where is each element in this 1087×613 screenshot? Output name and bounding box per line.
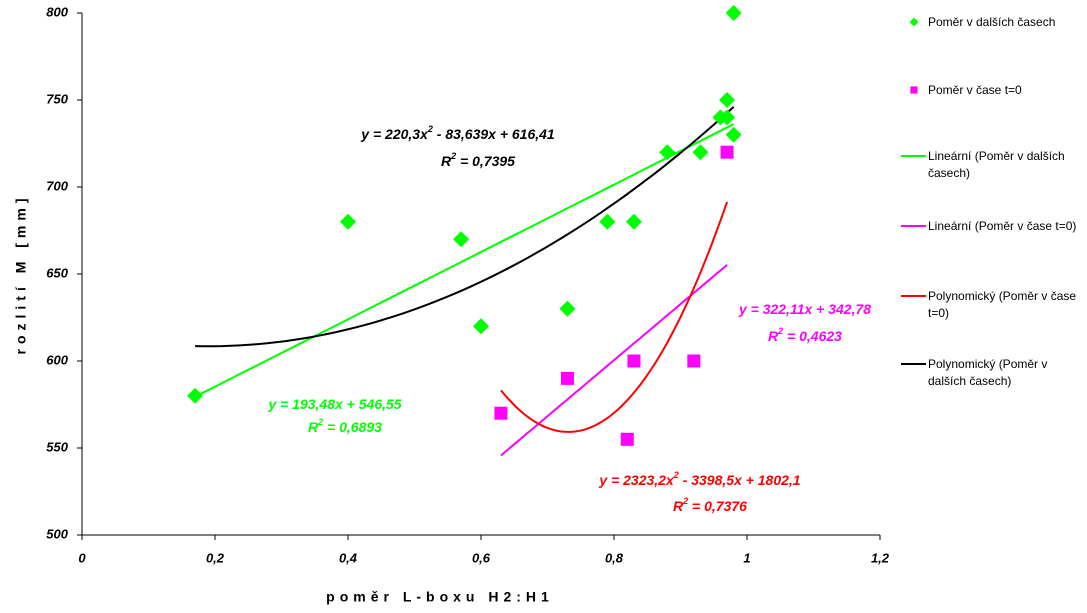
legend-label: Polynomický (Poměr v čase t=0) [928,289,1077,320]
equation-part: y = 322,11x + 342,78 [738,301,871,317]
r-squared-part: 2 [450,151,456,161]
r-squared-part: R [441,153,452,169]
equation-part: y = 193,48x + 546,55 [267,396,401,412]
trendline [194,123,735,398]
legend-label: Polynomický (Poměr v dalších časech) [928,357,1048,388]
r-squared-part: R [768,328,779,344]
x-tick-label: 1 [743,550,750,565]
point [720,145,734,159]
x-tick-label: 0 [78,550,86,565]
x-axis-title: poměr L-boxu H2:H1 [326,589,554,605]
legend-label: Lineární (Poměr v dalších časech) [928,149,1065,180]
point [719,109,736,126]
r-squared-part: 2 [777,326,783,336]
y-tick-label: 750 [46,91,68,106]
trendline [500,201,729,433]
point [719,92,736,108]
r-squared-part: = 0,7395 [456,153,515,169]
x-tick-label: 0,2 [206,550,225,565]
equation-part: - 3398,5x + 1802,1 [679,472,801,488]
r-squared-part: = 0,6893 [323,419,382,435]
y-tick-label: 600 [46,352,68,367]
x-tick-label: 0,8 [605,550,624,565]
point [494,406,508,420]
r-squared-part: = 0,7376 [688,498,747,514]
x-tick-label: 1,2 [871,550,890,565]
y-axis-title: rozlití M [mm] [13,194,29,355]
point [725,126,742,143]
y-tick-label: 800 [46,4,68,19]
y-tick-label: 500 [46,526,68,541]
y-tick-label: 700 [46,178,68,193]
trendline [195,106,735,348]
x-tick-label: 0,4 [339,550,358,565]
y-tick-label: 650 [46,265,68,280]
equation: y = 220,3x2 - 83,639x + 616,41 [360,124,555,141]
x-tick-label: 0,6 [472,550,491,565]
r-squared-part: 2 [682,496,688,506]
equation-part: 2 [673,470,679,480]
equation: y = 2323,2x2 - 3398,5x + 1802,1 [598,470,800,487]
point [473,318,489,335]
legend-marker [910,86,918,94]
legend-label: Poměr v čase t=0 [928,83,1022,97]
r-squared: R2 = 0,7395 [441,151,515,168]
legend-label: Poměr v dalších časech [928,15,1056,29]
r-squared-part: 2 [317,417,323,427]
point [687,354,701,368]
point [453,231,470,248]
point [560,371,574,385]
legend-marker [909,17,919,27]
point [725,5,742,21]
point [659,144,676,161]
equation-part: 2 [427,124,433,134]
equation: y = 193,48x + 546,55 [267,396,401,412]
equation-part: y = 2323,2x [598,472,675,488]
point [627,354,641,368]
r-squared-part: = 0,4623 [783,328,842,344]
point [692,144,709,161]
point [559,300,576,317]
point [187,387,204,404]
point [625,213,642,230]
point [620,432,634,446]
r-squared-part: R [673,498,684,514]
point [340,213,356,230]
point [599,213,616,230]
equation-part: y = 220,3x [360,126,429,142]
r-squared: R2 = 0,7376 [673,496,747,513]
legend-label: Lineární (Poměr v čase t=0) [928,219,1077,233]
equation-part: - 83,639x + 616,41 [433,126,555,142]
r-squared: R2 = 0,4623 [768,326,842,343]
r-squared: R2 = 0,6893 [308,417,382,434]
y-tick-label: 550 [46,439,68,454]
r-squared-part: R [308,419,319,435]
equation: y = 322,11x + 342,78 [738,301,871,317]
